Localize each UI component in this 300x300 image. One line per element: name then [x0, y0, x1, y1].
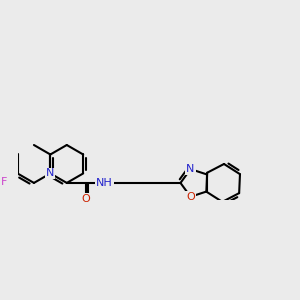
- Text: N: N: [46, 168, 55, 178]
- Text: F: F: [0, 176, 7, 187]
- Text: N: N: [186, 164, 195, 174]
- Text: NH: NH: [96, 178, 113, 188]
- Text: O: O: [81, 194, 90, 204]
- Text: O: O: [186, 192, 195, 202]
